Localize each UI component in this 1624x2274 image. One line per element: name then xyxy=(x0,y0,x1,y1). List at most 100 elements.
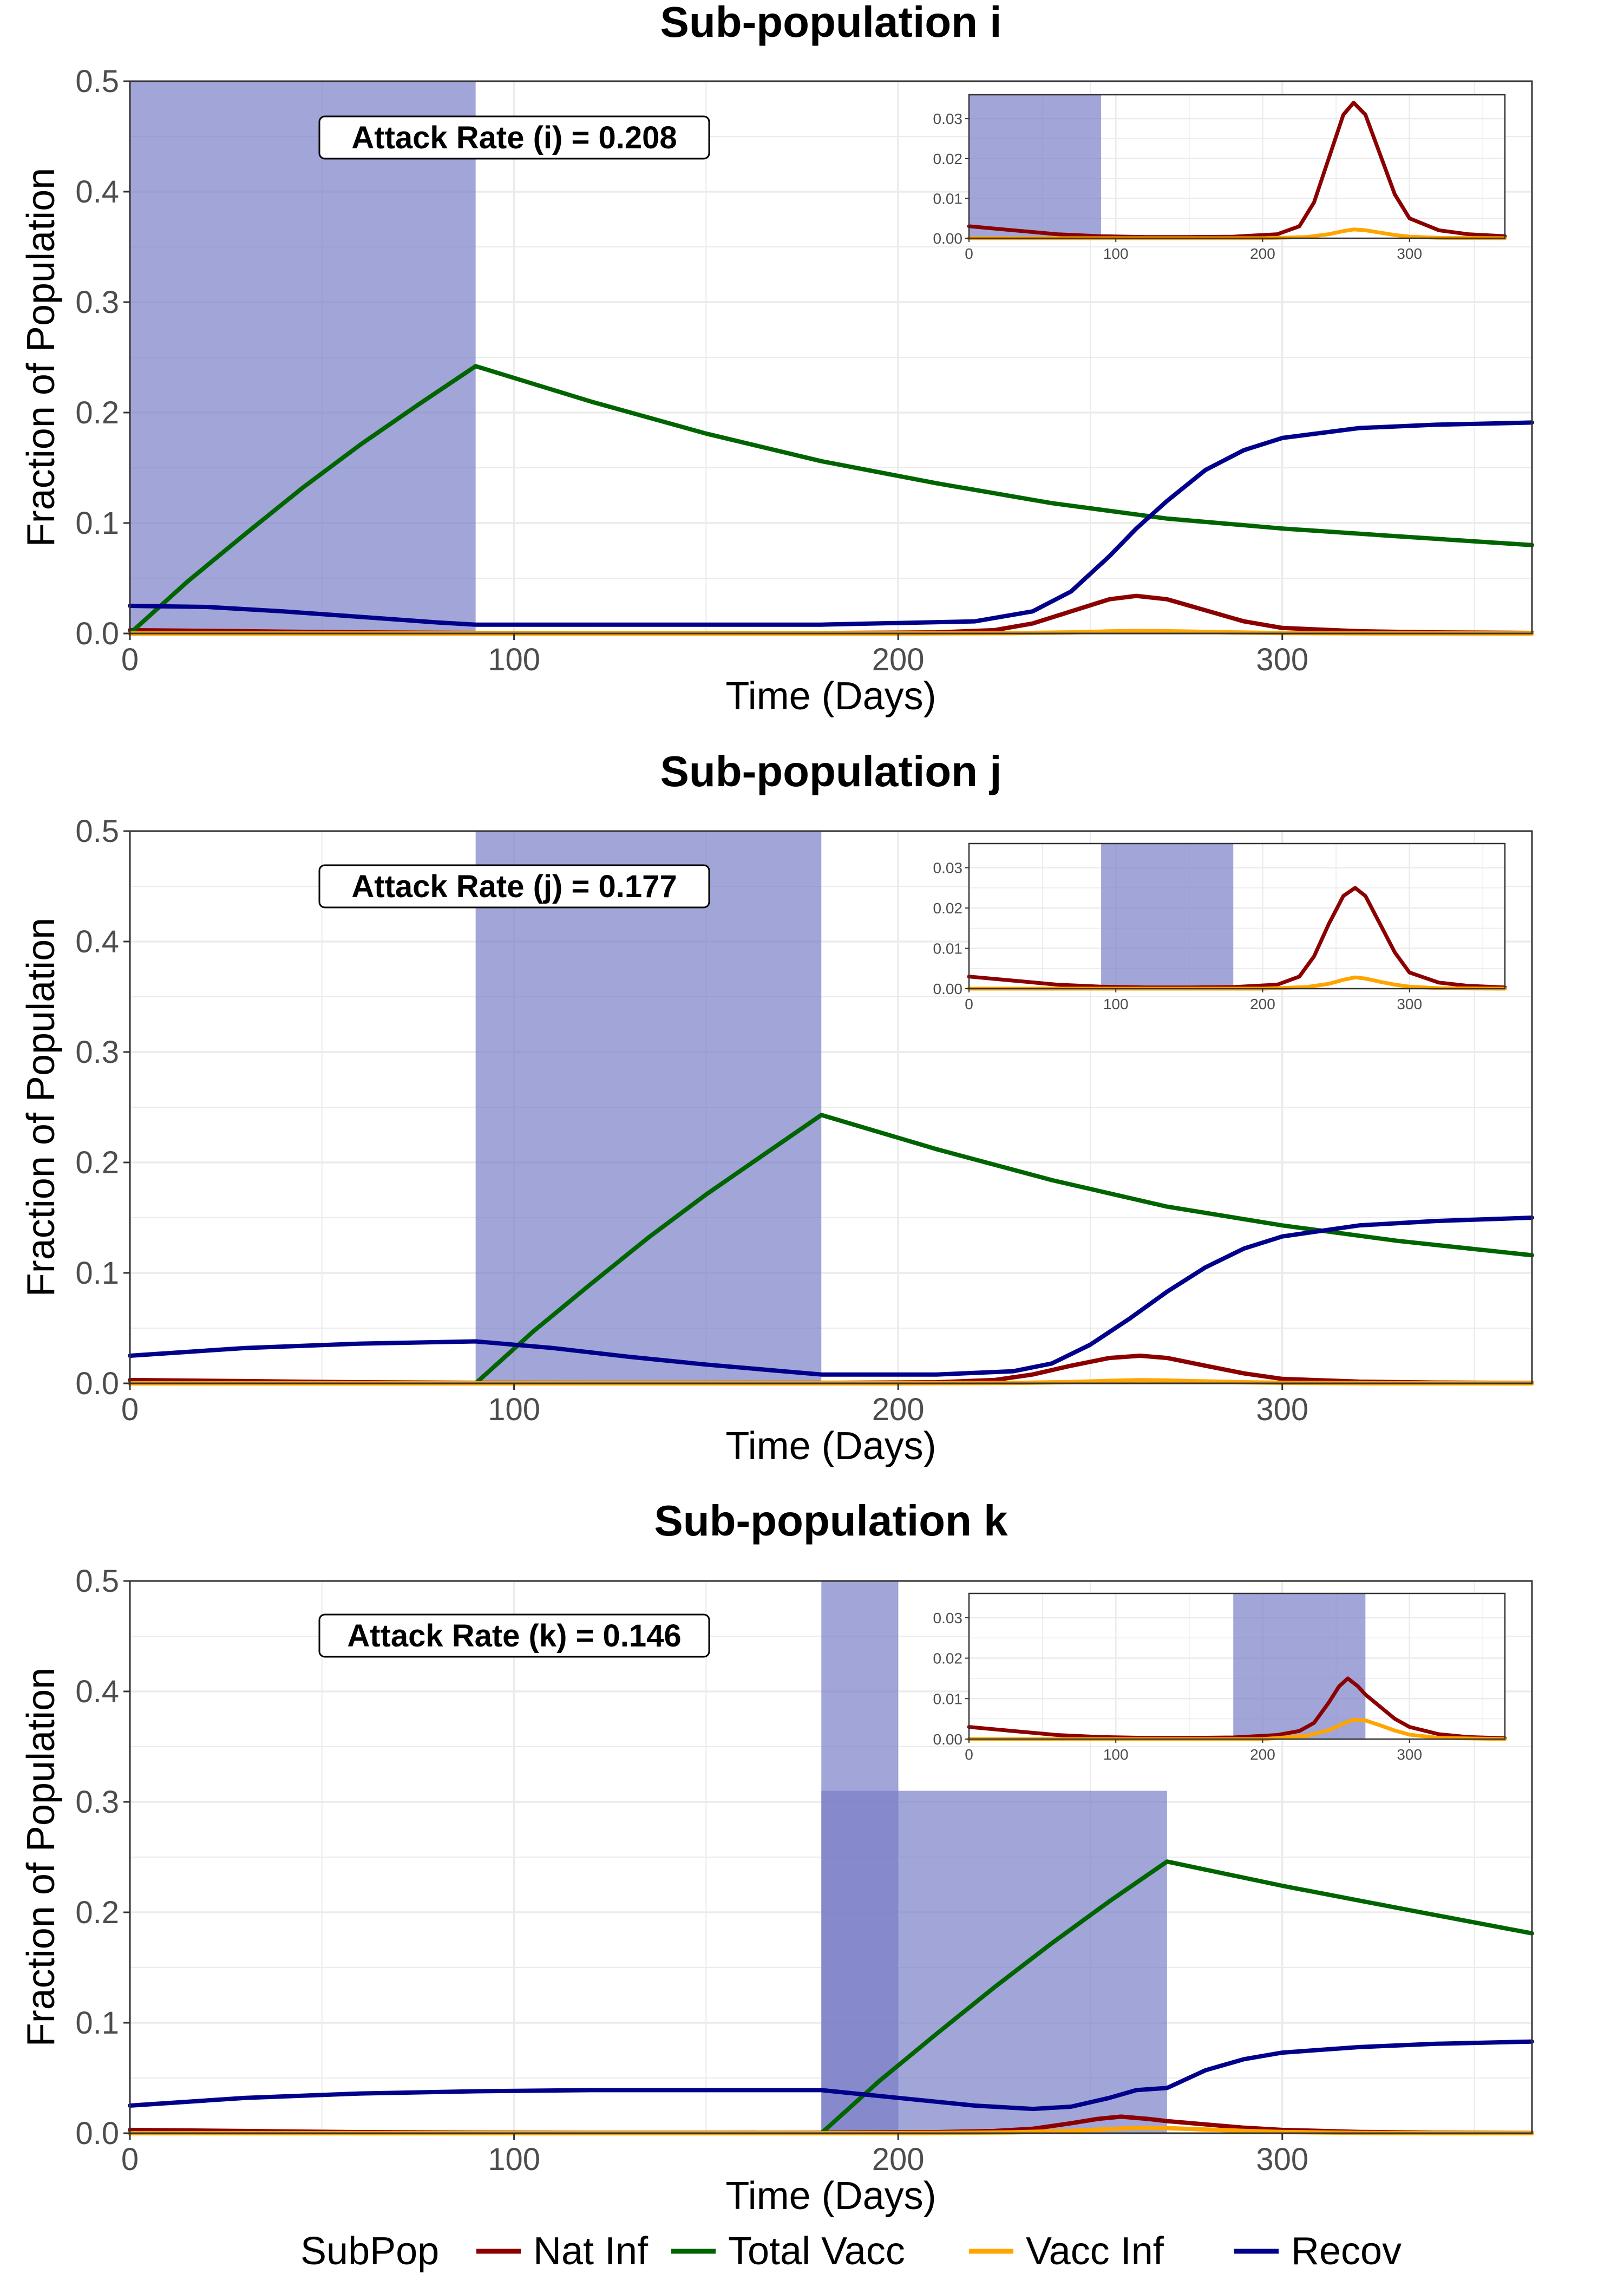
series-line-total-vacc xyxy=(128,1859,1534,2135)
inset-y-tick-label: 0.01 xyxy=(933,190,963,207)
inset-y-tick-label: 0.00 xyxy=(933,1731,963,1748)
series-line-total-vacc xyxy=(128,1113,1534,1386)
inset-x-tick-label: 0 xyxy=(965,1746,973,1763)
series-line-nat-inf xyxy=(128,1354,1534,1386)
y-tick-label: 0.1 xyxy=(75,2005,119,2041)
y-axis-label: Fraction of Population xyxy=(19,1668,63,2047)
inset-series-line-vacc-inf xyxy=(967,975,1507,991)
inset-chart: 0.00 0.01 0.02 0.03 0 100 200 300 xyxy=(933,94,1507,262)
y-tick-label: 0.3 xyxy=(75,1035,119,1070)
y-tick-label: 0.1 xyxy=(75,506,119,541)
inset-x-tick-label: 300 xyxy=(1397,245,1422,262)
inset-y-tick-label: 0.02 xyxy=(933,900,963,917)
inset-chart: 0.00 0.01 0.02 0.03 0 100 200 300 xyxy=(933,842,1507,1012)
inset-y-tick-label: 0.03 xyxy=(933,110,963,127)
series-line-total-vacc xyxy=(128,364,1534,636)
y-tick-label: 0.0 xyxy=(75,616,119,651)
legend-item-label: Recov xyxy=(1291,2230,1402,2273)
series-line-recov xyxy=(128,1216,1534,1377)
inset-x-tick-label: 200 xyxy=(1250,1746,1275,1763)
attack-rate-box xyxy=(318,864,710,909)
x-tick-label: 0 xyxy=(121,2142,139,2177)
attack-rate-label: Attack Rate (i) = 0.208 xyxy=(318,115,710,160)
plot-border xyxy=(129,1580,1533,2134)
y-tick-label: 0.0 xyxy=(75,2116,119,2151)
x-tick-label: 200 xyxy=(872,642,925,677)
inset-x-tick-label: 300 xyxy=(1397,996,1422,1012)
attack-rate-text: Attack Rate (j) = 0.177 xyxy=(351,869,677,904)
y-tick-label: 0.2 xyxy=(75,395,119,430)
series-line-recov xyxy=(128,420,1534,627)
inset-y-tick-label: 0.00 xyxy=(933,981,963,997)
chart-panel-2: 0.0 0.1 0.2 0.3 0.4 0.5 0 100 200 300 Sub-populati… xyxy=(19,747,1534,1468)
inset-chart: 0.00 0.01 0.02 0.03 0 100 200 300 xyxy=(933,1592,1507,1763)
legend-item-label: Vacc Inf xyxy=(1026,2230,1164,2273)
legend-item-label: Total Vacc xyxy=(728,2230,905,2273)
inset-y-tick-label: 0.03 xyxy=(933,860,963,877)
x-tick-label: 300 xyxy=(1256,1392,1308,1427)
x-tick-label: 0 xyxy=(121,642,139,677)
y-tick-label: 0.4 xyxy=(75,1674,119,1709)
x-axis-label: Time (Days) xyxy=(725,2174,936,2218)
inset-x-tick-label: 200 xyxy=(1250,996,1275,1012)
legend-title: SubPop xyxy=(300,2230,439,2273)
attack-rate-box xyxy=(318,1613,710,1658)
x-axis-label: Time (Days) xyxy=(725,1424,936,1468)
inset-x-tick-label: 100 xyxy=(1103,245,1129,262)
x-axis-label: Time (Days) xyxy=(725,675,936,718)
inset-y-tick-label: 0.03 xyxy=(933,1610,963,1626)
y-tick-label: 0.4 xyxy=(75,174,119,210)
attack-rate-text: Attack Rate (i) = 0.208 xyxy=(351,120,677,155)
inset-x-tick-label: 0 xyxy=(965,245,973,262)
inset-background xyxy=(969,844,1505,989)
x-tick-label: 200 xyxy=(872,2142,925,2177)
y-tick-label: 0.5 xyxy=(75,64,119,99)
series-line-recov xyxy=(128,2039,1534,2112)
y-tick-label: 0.5 xyxy=(75,814,119,849)
inset-y-tick-label: 0.02 xyxy=(933,1650,963,1667)
y-tick-label: 0.4 xyxy=(75,924,119,959)
vaccination-window xyxy=(821,1581,899,2133)
attack-rate-box xyxy=(318,115,710,160)
chart-panel-1: 0.0 0.1 0.2 0.3 0.4 0.5 0 100 200 300 Sub-populati… xyxy=(19,0,1534,718)
inset-y-tick-label: 0.02 xyxy=(933,151,963,167)
y-tick-label: 0.1 xyxy=(75,1256,119,1291)
inset-series-line-vacc-inf xyxy=(967,1717,1507,1741)
inset-x-tick-label: 200 xyxy=(1250,245,1275,262)
inset-x-tick-label: 300 xyxy=(1397,1746,1422,1763)
y-tick-label: 0.0 xyxy=(75,1366,119,1401)
chart-title: Sub-population i xyxy=(660,0,1002,46)
inset-vaccination-window xyxy=(969,95,1102,238)
y-tick-label: 0.2 xyxy=(75,1895,119,1930)
inset-border xyxy=(968,94,1506,239)
inset-border xyxy=(968,842,1506,990)
legend: SubPop Nat Inf Total Vacc Vacc Inf Recov xyxy=(300,2230,1402,2273)
inset-vaccination-window xyxy=(1233,1593,1366,1739)
x-tick-label: 100 xyxy=(488,2142,540,2177)
chart-title: Sub-population j xyxy=(660,747,1002,795)
y-tick-label: 0.3 xyxy=(75,1785,119,1820)
attack-rate-label: Attack Rate (j) = 0.177 xyxy=(318,864,710,909)
vaccination-window xyxy=(130,81,476,633)
x-tick-label: 300 xyxy=(1256,642,1308,677)
inset-y-tick-label: 0.01 xyxy=(933,940,963,957)
chart-panel-3: 0.0 0.1 0.2 0.3 0.4 0.5 0 100 200 300 Sub-populati… xyxy=(19,1497,1534,2218)
inset-x-tick-label: 100 xyxy=(1103,996,1129,1012)
x-tick-label: 0 xyxy=(121,1392,139,1427)
y-axis-label: Fraction of Population xyxy=(19,168,63,547)
y-tick-label: 0.3 xyxy=(75,285,119,320)
vaccination-window xyxy=(475,831,822,1383)
x-tick-label: 100 xyxy=(488,642,540,677)
x-tick-label: 100 xyxy=(488,1392,540,1427)
attack-rate-label: Attack Rate (k) = 0.146 xyxy=(318,1613,710,1658)
y-tick-label: 0.5 xyxy=(75,1564,119,1599)
inset-border xyxy=(968,1592,1506,1740)
y-axis-label: Fraction of Population xyxy=(19,918,63,1297)
chart-title: Sub-population k xyxy=(654,1497,1008,1545)
x-tick-label: 300 xyxy=(1256,2142,1308,2177)
inset-series-line-vacc-inf xyxy=(967,227,1507,240)
inset-vaccination-window xyxy=(1101,844,1234,989)
x-tick-label: 200 xyxy=(872,1392,925,1427)
inset-y-tick-label: 0.00 xyxy=(933,230,963,247)
